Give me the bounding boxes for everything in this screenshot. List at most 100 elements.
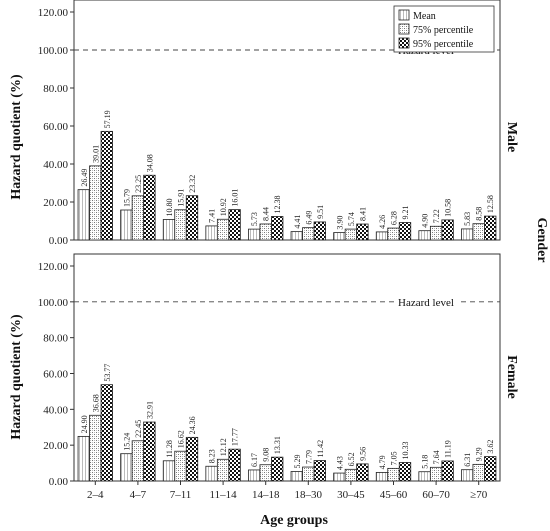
bar-female-mean [461, 469, 474, 482]
bar-male-p75 [344, 228, 358, 241]
bar-male-p95 [100, 130, 113, 241]
x-tick-label: 14–18 [252, 489, 280, 501]
bar-value-label: 10.58 [444, 199, 453, 217]
bar-female-p95 [356, 463, 369, 482]
bar-female-p75 [174, 450, 187, 482]
bar-female-p95 [143, 421, 156, 482]
legend: Mean 75% percentile 95% percentile [393, 5, 495, 53]
y-tick-label: 120.00 [38, 7, 69, 19]
bar-female-mean [248, 469, 261, 482]
bar-value-label: 5.29 [293, 455, 302, 469]
bar-male-p75 [472, 223, 485, 241]
bar-male-p75 [216, 218, 230, 241]
bar-male-p95 [484, 215, 497, 241]
bar-value-label: 9.29 [475, 447, 484, 461]
bar-male-mean [375, 231, 389, 241]
legend-label-p95: 95% percentile [413, 39, 474, 50]
bar-value-label: 13.31 [273, 436, 282, 454]
bar-female-p75 [89, 414, 102, 482]
bar-value-label: 23.32 [188, 175, 197, 193]
bar-male-mean [162, 219, 176, 241]
bar-value-label: 3.90 [335, 216, 344, 230]
bar-value-label: 7.05 [390, 451, 399, 465]
bar-female-p75 [302, 466, 315, 482]
bar-value-label: 12.12 [219, 438, 228, 456]
bar-value-label: 7.79 [304, 450, 313, 464]
bar-value-label: 6.49 [304, 211, 313, 225]
y-tick-label: 60.00 [43, 369, 68, 381]
bar-male-p95 [228, 209, 241, 241]
bar-value-label: 10.33 [401, 441, 410, 459]
x-tick-label: 11–14 [210, 489, 238, 501]
bar-value-label: 4.26 [378, 215, 387, 229]
bar-female-p95 [441, 460, 454, 482]
bar-value-label: 16.62 [177, 430, 186, 448]
bar-male-mean [461, 228, 474, 241]
bar-male-p95 [185, 195, 199, 241]
bar-female-p75 [216, 458, 230, 482]
bar-female-mean [77, 435, 90, 482]
bar-value-label: 4.79 [378, 455, 387, 469]
bar-female-p95 [313, 460, 326, 482]
bar-value-label: 26.49 [80, 169, 89, 187]
bar-value-label: 5.18 [421, 455, 430, 469]
x-tick-label: 30–45 [337, 489, 365, 501]
y-tick-label: 80.00 [43, 83, 68, 95]
bar-female-p75 [344, 468, 358, 482]
bar-male-p75 [429, 225, 443, 241]
bar-value-label: 5.73 [250, 212, 259, 226]
y-tick-label: 0.00 [49, 235, 69, 247]
bar-value-label: 23.25 [134, 175, 143, 193]
bar-value-label: 6.17 [250, 453, 259, 467]
bar-value-label: 22.45 [134, 420, 143, 438]
bar-male-mean [290, 231, 303, 241]
bar-male-mean [77, 189, 90, 241]
bar-male-p75 [174, 209, 187, 241]
bar-female-p95 [398, 462, 412, 482]
bar-value-label: 39.01 [91, 145, 100, 163]
bar-value-label: 8.58 [475, 207, 484, 221]
bar-value-label: 4.90 [421, 214, 430, 228]
bar-value-label: 11.28 [165, 440, 174, 458]
bar-value-label: 9.56 [358, 447, 367, 461]
y-tick-label: 20.00 [43, 440, 68, 452]
bar-female-p75 [387, 467, 400, 482]
bar-value-label: 9.51 [316, 205, 325, 219]
bar-value-label: 7.22 [432, 209, 441, 223]
bar-value-label: 7.41 [208, 209, 217, 223]
bar-female-p75 [131, 440, 145, 482]
panel-label-male: Male [504, 122, 519, 152]
y-tick-label: 60.00 [43, 121, 68, 133]
bar-value-label: 10.92 [219, 198, 228, 216]
bar-male-p95 [398, 222, 412, 241]
bar-male-p95 [313, 221, 326, 241]
bar-male-p95 [356, 223, 369, 241]
y-tick-label: 20.00 [43, 197, 68, 209]
bar-male-mean [205, 225, 218, 241]
bar-female-p75 [472, 463, 485, 482]
bar-value-label: 12.38 [273, 195, 282, 213]
bar-value-label: 24.90 [80, 415, 89, 433]
bar-male-p75 [387, 227, 400, 241]
bar-value-label: 9.21 [401, 206, 410, 220]
bar-male-p75 [259, 223, 272, 241]
bar-male-p95 [441, 219, 454, 241]
legend-label-mean: Mean [413, 11, 436, 22]
bar-value-label: 6.31 [463, 453, 472, 467]
bar-value-label: 10.80 [165, 198, 174, 216]
legend-label-p75: 75% percentile [413, 25, 474, 36]
y-axis-title-female: Hazard quotient (%) [9, 314, 24, 440]
bar-value-label: 34.08 [145, 154, 154, 172]
x-tick-label: 60–70 [422, 489, 450, 501]
bar-value-label: 8.23 [208, 449, 217, 463]
x-axis-title: Age groups [260, 513, 328, 528]
bar-male-p75 [302, 227, 315, 241]
bar-female-p95 [484, 456, 497, 482]
bar-male-p75 [89, 165, 102, 241]
x-tick-label: ≥70 [470, 489, 488, 501]
bar-female-p75 [259, 464, 272, 482]
bar-value-label: 15.79 [122, 189, 131, 207]
y-tick-label: 40.00 [43, 404, 68, 416]
bar-value-label: 4.43 [335, 456, 344, 470]
bar-value-label: 3.62 [486, 440, 495, 454]
